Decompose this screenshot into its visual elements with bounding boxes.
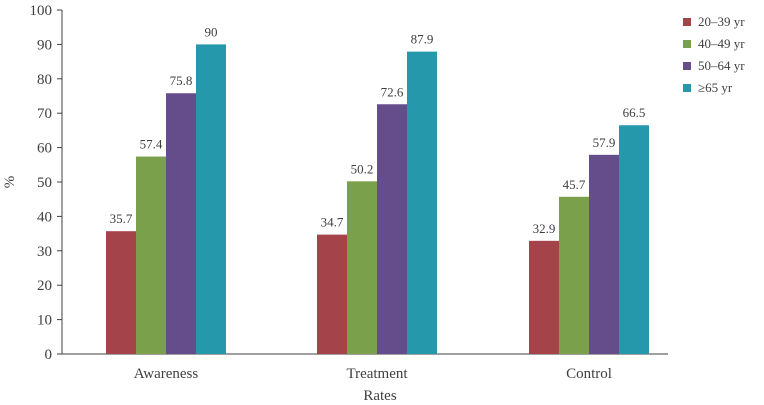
- legend: 20–39 yr 40–49 yr 50–64 yr ≥65 yr: [683, 14, 745, 95]
- y-tick-label: 100: [30, 3, 53, 19]
- bar-value-label: 50.2: [351, 161, 374, 176]
- y-tick-label: 10: [37, 313, 52, 329]
- bar-value-label: 34.7: [321, 215, 344, 230]
- bar: [619, 125, 649, 355]
- bar-value-label: 32.9: [533, 221, 556, 236]
- bar: [407, 51, 437, 355]
- y-tick-label: 70: [37, 106, 52, 122]
- legend-label: 40–49 yr: [698, 36, 745, 51]
- bar-value-label: 90: [205, 24, 218, 39]
- y-tick-label: 0: [45, 347, 53, 363]
- legend-swatch: [683, 18, 691, 26]
- bar: [166, 93, 196, 355]
- x-axis-title: Rates: [363, 388, 396, 404]
- x-tick-labels: Awareness Treatment Control: [134, 366, 612, 382]
- y-tick-label: 40: [37, 209, 52, 225]
- y-tick-label: 60: [37, 141, 52, 157]
- legend-swatch: [683, 62, 691, 70]
- bar-value-label: 66.5: [623, 105, 646, 120]
- y-tick-label: 30: [37, 244, 52, 260]
- x-tick-label: Treatment: [346, 366, 408, 382]
- bar: [589, 154, 619, 354]
- y-tick-label: 90: [37, 37, 52, 53]
- bar: [106, 231, 136, 354]
- bar: [347, 181, 377, 354]
- legend-label: 50–64 yr: [698, 58, 745, 73]
- bars-group: 35.7 57.4 75.8 90 34.7 50.2 72.6 87.9 32.9 45.7 57…: [106, 24, 649, 355]
- y-tick-label: 20: [37, 278, 52, 294]
- bar: [559, 196, 589, 354]
- bar-value-label: 57.9: [593, 135, 616, 150]
- y-ticks: 0 10 20 30 40 50 60 70 80 90 100: [30, 3, 62, 363]
- bar: [136, 156, 166, 354]
- bar-value-label: 87.9: [411, 32, 434, 47]
- legend-swatch: [683, 84, 691, 92]
- x-tick-label: Awareness: [134, 366, 199, 382]
- x-tick-label: Control: [566, 366, 612, 382]
- y-axis-title: %: [2, 176, 18, 189]
- y-tick-label: 80: [37, 72, 52, 88]
- bar: [317, 234, 347, 354]
- bar-value-label: 75.8: [170, 73, 193, 88]
- bar-value-label: 35.7: [110, 211, 133, 226]
- bar-value-label: 72.6: [381, 84, 404, 99]
- legend-label: 20–39 yr: [698, 14, 745, 29]
- bar: [377, 104, 407, 354]
- legend-swatch: [683, 40, 691, 48]
- legend-label: ≥65 yr: [698, 80, 733, 95]
- bar-value-label: 57.4: [140, 137, 163, 152]
- bar: [529, 240, 559, 354]
- bar-value-label: 45.7: [563, 177, 586, 192]
- bar: [196, 44, 226, 355]
- y-tick-label: 50: [37, 175, 52, 191]
